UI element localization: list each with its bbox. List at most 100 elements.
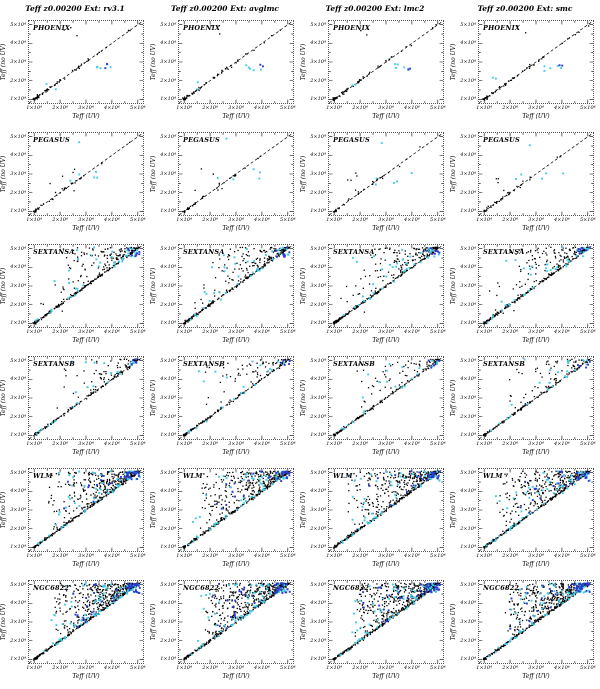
x-tick-label: 2×10⁴: [52, 553, 68, 559]
x-tick-label: 5×10⁴: [279, 217, 296, 223]
y-tick-label: 4×10⁴: [460, 376, 476, 383]
y-tick-label: 1×10⁴: [310, 656, 326, 663]
y-tick-label: 4×10⁴: [460, 488, 476, 495]
column-title: Teff z0.00200 Ext: lmc2: [325, 4, 425, 13]
x-tick-label: 1×10⁴: [26, 553, 43, 559]
panel-label: PEGASUS: [483, 136, 520, 144]
x-axis-label: Teff (UV): [72, 449, 100, 456]
x-tick-label: 3×10⁴: [228, 105, 244, 111]
scatter-canvas: [479, 357, 593, 439]
y-tick-label: 3×10⁴: [10, 59, 26, 65]
y-tick-label: 4×10⁴: [460, 40, 476, 47]
panel-sextansa-col0: SEXTANSA 1×10⁴ 1×10⁴ 2×10⁴ 2×10⁴ 3×10⁴ 3×10⁴ 4×…: [0, 238, 150, 350]
y-axis-label: Teff (no UV): [300, 267, 307, 305]
y-tick-label: 5×10⁴: [160, 21, 176, 28]
y-axis-label: Teff (no UV): [150, 267, 157, 305]
panel-label: PHOENIX: [483, 24, 521, 32]
plot-area: SEXTANSB: [328, 356, 444, 440]
y-tick-label: 2×10⁴: [310, 413, 326, 420]
x-tick-label: 3×10⁴: [528, 105, 544, 111]
y-tick-label: 2×10⁴: [10, 189, 26, 196]
x-tick-label: 1×10⁴: [326, 105, 343, 111]
y-tick-label: 1×10⁴: [10, 320, 26, 327]
x-tick-label: 3×10⁴: [528, 217, 544, 223]
x-tick-label: 5×10⁴: [429, 553, 446, 559]
y-tick-label: 5×10⁴: [160, 357, 176, 364]
y-axis-label: Teff (no UV): [0, 267, 7, 305]
x-tick-label: 3×10⁴: [228, 553, 244, 559]
x-tick-label: 4×10⁴: [104, 105, 120, 111]
y-tick-label: 4×10⁴: [10, 600, 26, 607]
plot-area: PHOENIX: [328, 20, 444, 104]
y-tick-label: 4×10⁴: [310, 600, 326, 607]
x-tick-label: 5×10⁴: [279, 105, 296, 111]
x-tick-label: 2×10⁴: [352, 441, 368, 447]
x-tick-label: 3×10⁴: [528, 665, 544, 671]
y-tick-label: 1×10⁴: [10, 432, 26, 439]
y-tick-label: 2×10⁴: [160, 77, 176, 84]
y-axis-label: Teff (no UV): [150, 379, 157, 417]
scatter-canvas: [29, 21, 143, 103]
y-tick-label: 5×10⁴: [460, 133, 476, 140]
plot-area: SEXTANSB: [28, 356, 144, 440]
y-axis-label: Teff (no UV): [450, 267, 457, 305]
panel-label: NGC6822: [33, 584, 70, 592]
scatter-canvas: [329, 581, 443, 663]
x-tick-label: 1×10⁴: [326, 441, 343, 447]
panel-ngc6822-col2: NGC6822 1×10⁴ 1×10⁴ 2×10⁴ 2×10⁴ 3×10⁴ 3×10⁴ 4×1…: [300, 574, 450, 686]
scatter-canvas: [329, 357, 443, 439]
x-tick-label: 2×10⁴: [352, 665, 368, 671]
plot-area: PEGASUS: [478, 132, 594, 216]
y-axis-label: Teff (no UV): [450, 43, 457, 81]
x-axis-label: Teff (UV): [372, 113, 400, 120]
y-tick-label: 3×10⁴: [460, 507, 476, 513]
y-tick-label: 2×10⁴: [160, 413, 176, 420]
x-tick-label: 5×10⁴: [579, 665, 596, 671]
panel-label: NGC6822: [483, 584, 520, 592]
y-tick-label: 2×10⁴: [10, 413, 26, 420]
x-axis-label: Teff (UV): [72, 337, 100, 344]
column-title: Teff z0.00200 Ext: smc: [477, 4, 573, 13]
x-tick-label: 4×10⁴: [554, 441, 570, 447]
y-tick-label: 5×10⁴: [310, 245, 326, 252]
x-tick-label: 2×10⁴: [502, 441, 518, 447]
y-tick-label: 5×10⁴: [10, 469, 26, 476]
y-tick-label: 5×10⁴: [310, 581, 326, 588]
y-axis-label: Teff (no UV): [0, 155, 7, 193]
panel-label: PEGASUS: [33, 136, 70, 144]
y-tick-label: 2×10⁴: [160, 189, 176, 196]
y-tick-label: 5×10⁴: [10, 21, 26, 28]
y-tick-label: 4×10⁴: [160, 40, 176, 47]
x-tick-label: 1×10⁴: [26, 217, 43, 223]
y-tick-label: 4×10⁴: [10, 264, 26, 271]
scatter-canvas: [29, 245, 143, 327]
x-tick-label: 1×10⁴: [176, 441, 193, 447]
x-tick-label: 3×10⁴: [228, 441, 244, 447]
x-tick-label: 2×10⁴: [52, 441, 68, 447]
x-tick-label: 5×10⁴: [129, 553, 146, 559]
x-tick-label: 4×10⁴: [554, 329, 570, 335]
y-tick-label: 5×10⁴: [310, 469, 326, 476]
x-tick-label: 1×10⁴: [476, 329, 493, 335]
x-tick-label: 1×10⁴: [26, 665, 43, 671]
x-tick-label: 1×10⁴: [476, 553, 493, 559]
x-tick-label: 1×10⁴: [176, 105, 193, 111]
x-tick-label: 2×10⁴: [502, 105, 518, 111]
x-tick-label: 4×10⁴: [254, 553, 270, 559]
y-tick-label: 5×10⁴: [10, 245, 26, 252]
panel-sextansa-col2: SEXTANSA 1×10⁴ 1×10⁴ 2×10⁴ 2×10⁴ 3×10⁴ 3×10⁴ 4×…: [300, 238, 450, 350]
plot-area: NGC6822: [478, 580, 594, 664]
x-tick-label: 3×10⁴: [78, 105, 94, 111]
y-axis-label: Teff (no UV): [150, 155, 157, 193]
x-tick-label: 5×10⁴: [129, 441, 146, 447]
x-tick-label: 1×10⁴: [176, 217, 193, 223]
y-tick-label: 3×10⁴: [160, 395, 176, 401]
plot-area: SEXTANSA: [178, 244, 294, 328]
x-tick-label: 5×10⁴: [429, 217, 446, 223]
panel-label: WLM: [483, 472, 503, 480]
y-tick-label: 2×10⁴: [160, 301, 176, 308]
x-axis-label: Teff (UV): [222, 561, 250, 568]
panel-label: WLM: [33, 472, 53, 480]
x-tick-label: 2×10⁴: [502, 665, 518, 671]
y-tick-label: 2×10⁴: [460, 77, 476, 84]
